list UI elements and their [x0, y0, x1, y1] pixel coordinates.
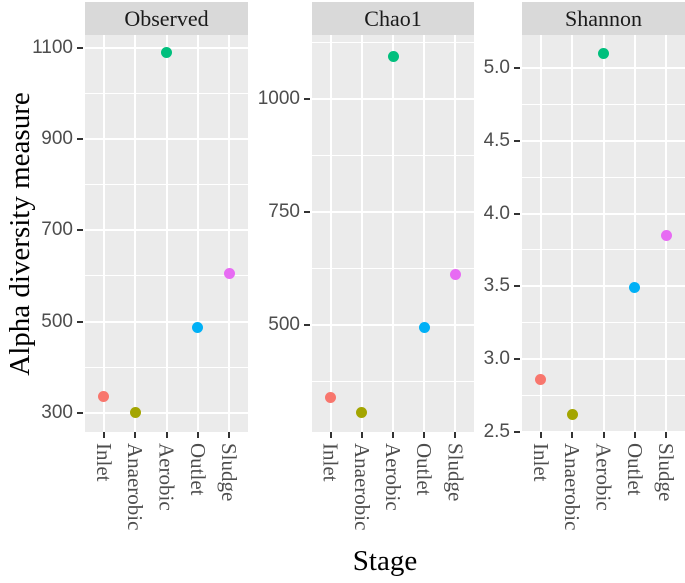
y-tick-mark: [514, 285, 520, 288]
x-tick-mark: [602, 432, 605, 438]
y-tick-mark: [514, 358, 520, 361]
gridline-vertical: [102, 35, 105, 432]
facet-title: Shannon: [565, 6, 642, 31]
x-tick-mark: [571, 432, 574, 438]
x-tick-mark: [102, 432, 105, 438]
y-tick-mark: [304, 324, 310, 327]
point-inlet: [535, 374, 547, 386]
facet-strip: Observed: [85, 2, 248, 35]
x-category-label: Sludge: [654, 443, 679, 502]
x-category-label: Anaerobic: [349, 443, 374, 531]
x-category-label: Inlet: [318, 443, 343, 482]
gridline-vertical: [454, 35, 457, 432]
x-tick-mark: [360, 432, 363, 438]
point-anaerobic: [566, 409, 578, 421]
point-aerobic: [598, 47, 609, 59]
y-tick-label: 700: [41, 219, 73, 241]
y-tick-mark: [77, 229, 83, 232]
y-tick-label: 1000: [257, 87, 300, 109]
y-tick-label: 3.5: [483, 275, 510, 297]
gridline-vertical: [196, 35, 199, 432]
gridline-vertical: [392, 35, 394, 432]
x-category-label: Aerobic: [154, 443, 179, 511]
point-aerobic: [161, 46, 172, 58]
facet-title: Observed: [124, 6, 209, 31]
x-category-label: Sludge: [443, 443, 468, 502]
x-category-label: Aerobic: [381, 443, 405, 511]
gridline-vertical: [633, 35, 636, 432]
x-category-label: Outlet: [622, 443, 647, 496]
y-tick-label: 4.0: [483, 202, 510, 224]
x-tick-mark: [539, 432, 542, 438]
y-tick-mark: [514, 66, 520, 69]
panel-shannon: [522, 35, 685, 432]
x-tick-mark: [165, 432, 168, 438]
point-sludge: [449, 269, 461, 281]
x-category-label: Outlet: [412, 443, 437, 496]
gridline-vertical: [423, 35, 426, 432]
x-category-label: Anaerobic: [560, 443, 585, 531]
y-tick-mark: [514, 139, 520, 142]
point-sludge: [660, 229, 672, 241]
y-tick-label: 500: [268, 314, 300, 336]
y-tick-mark: [514, 431, 520, 433]
x-category-label: Inlet: [91, 443, 116, 482]
x-axis-title: Stage: [352, 545, 418, 577]
facet-strip: Chao1: [312, 2, 474, 35]
y-tick-mark: [77, 411, 83, 414]
y-tick-label: 3.0: [483, 348, 510, 370]
y-tick-mark: [304, 210, 310, 213]
y-tick-label: 4.5: [483, 129, 510, 151]
point-sludge: [223, 268, 235, 280]
gridline-vertical: [329, 35, 332, 432]
x-category-label: Aerobic: [591, 443, 616, 511]
point-aerobic: [387, 50, 399, 62]
point-outlet: [418, 321, 430, 333]
gridline-vertical: [539, 35, 542, 432]
gridline-vertical: [571, 35, 574, 432]
point-anaerobic: [129, 407, 141, 419]
y-tick-label: 750: [268, 200, 300, 222]
x-category-label: Sludge: [217, 443, 242, 502]
x-tick-mark: [633, 432, 636, 438]
y-tick-mark: [77, 320, 83, 323]
gridline-vertical: [228, 35, 231, 432]
x-tick-mark: [228, 432, 231, 438]
point-anaerobic: [356, 407, 368, 419]
gridline-vertical: [360, 35, 363, 432]
y-tick-mark: [514, 212, 520, 215]
point-inlet: [98, 391, 110, 403]
y-tick-label: 5.0: [483, 56, 510, 78]
y-tick-label: 900: [41, 128, 73, 150]
x-category-label: Anaerobic: [123, 443, 148, 531]
y-tick-label: 2.5: [483, 421, 510, 442]
x-category-label: Outlet: [185, 443, 210, 496]
y-tick-mark: [304, 97, 310, 100]
y-tick-label: 300: [41, 401, 73, 423]
facet-title: Chao1: [364, 6, 422, 31]
y-tick-mark: [77, 138, 83, 141]
point-outlet: [192, 322, 204, 333]
y-tick-label: 500: [41, 310, 73, 332]
panel-observed: [85, 35, 248, 432]
gridline-vertical: [602, 35, 605, 432]
x-tick-mark: [196, 432, 199, 438]
gridline-vertical: [165, 35, 168, 432]
x-tick-mark: [454, 432, 457, 438]
gridline-vertical: [134, 35, 137, 432]
x-tick-mark: [423, 432, 426, 438]
x-tick-mark: [392, 432, 394, 438]
point-outlet: [629, 282, 641, 294]
y-tick-label: 1100: [32, 36, 73, 58]
x-tick-mark: [134, 432, 137, 438]
y-tick-mark: [77, 46, 83, 49]
x-category-label: Inlet: [528, 443, 553, 482]
x-tick-mark: [665, 432, 668, 438]
facet-strip: Shannon: [522, 2, 685, 35]
panel-chao1: [312, 35, 474, 432]
point-inlet: [325, 392, 337, 404]
x-tick-mark: [329, 432, 332, 438]
